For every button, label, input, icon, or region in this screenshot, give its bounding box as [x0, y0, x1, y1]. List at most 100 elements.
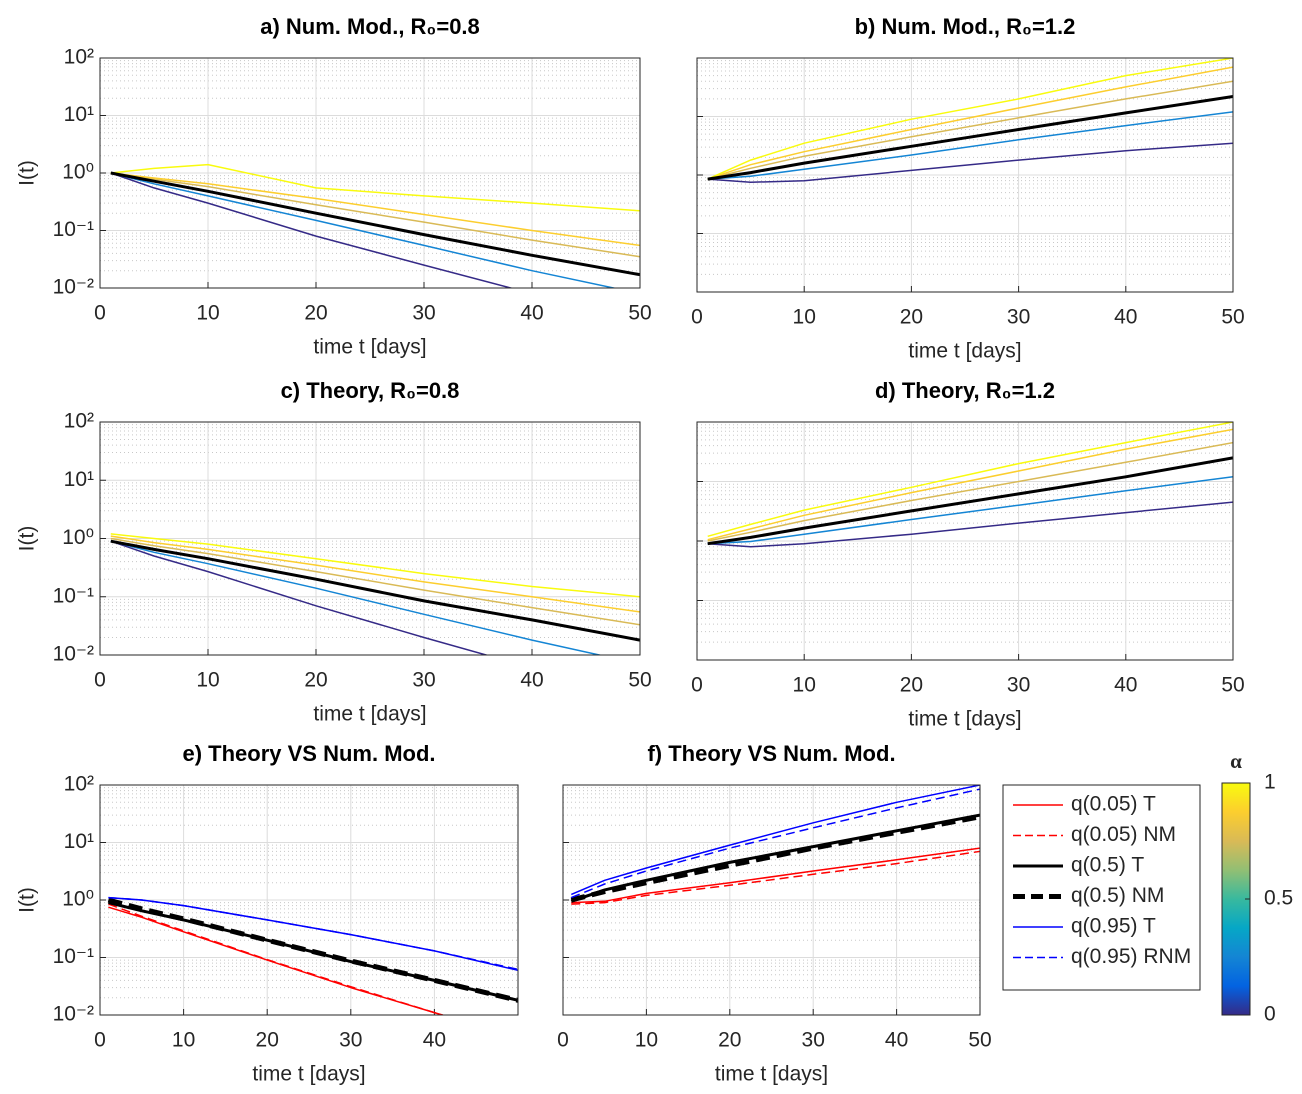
series-line [570, 814, 980, 903]
x-tick-label: 20 [304, 302, 327, 325]
y-tick-label: 10¹ [64, 468, 94, 491]
x-tick-label: 0 [691, 674, 703, 697]
colorbar-tick-label: 0 [1264, 1003, 1276, 1026]
plot-area [110, 163, 640, 288]
colorbar-tick-label: 1 [1264, 771, 1276, 794]
x-tick-label: 50 [1221, 674, 1244, 697]
series-line [110, 171, 640, 277]
y-tick-label: 10¹ [64, 103, 94, 126]
x-axis-label: time t [days] [715, 1063, 828, 1086]
series-line [110, 533, 640, 598]
y-axis-label: I(t) [16, 526, 39, 552]
y-tick-label: 10² [64, 46, 94, 69]
x-axis-label: time t [days] [313, 703, 426, 726]
y-axis-label: I(t) [16, 160, 39, 186]
x-tick-label: 50 [628, 302, 651, 325]
series-line [110, 172, 640, 247]
series-line [707, 111, 1233, 180]
series-line [707, 441, 1233, 542]
plot-area [110, 533, 640, 655]
series-line [108, 903, 445, 1015]
chart-title: a) Num. Mod., R₀=0.8 [260, 14, 480, 39]
y-tick-label: 10⁰ [62, 888, 94, 911]
y-tick-label: 10² [64, 773, 94, 796]
series-line [707, 422, 1233, 538]
chart-title: c) Theory, R₀=0.8 [281, 378, 460, 403]
y-axis-label: I(t) [16, 887, 39, 913]
x-tick-label: 40 [520, 302, 543, 325]
axes-frame [696, 421, 1234, 661]
x-tick-label: 40 [520, 669, 543, 692]
x-tick-label: 40 [1114, 674, 1137, 697]
legend-box [1002, 784, 1201, 991]
y-tick-label: 10⁰ [62, 526, 94, 549]
chart-title: e) Theory VS Num. Mod. [182, 741, 435, 766]
x-tick-label: 50 [1221, 306, 1244, 329]
plot-area [707, 58, 1233, 184]
axes-frame [696, 57, 1234, 293]
axes-frame [99, 784, 519, 1016]
series-line [108, 896, 518, 971]
legend-label: q(0.95) RNM [1071, 945, 1191, 968]
chart-title: d) Theory, R₀=1.2 [875, 378, 1055, 403]
colorbar-tick-label: 0.5 [1264, 887, 1293, 910]
plot-area [107, 896, 518, 1015]
colorbar-label: α [1230, 749, 1242, 773]
y-tick-label: 10¹ [64, 830, 94, 853]
x-tick-label: 30 [1007, 674, 1030, 697]
x-tick-label: 40 [885, 1029, 908, 1052]
x-tick-label: 10 [196, 669, 219, 692]
x-tick-label: 40 [423, 1029, 446, 1052]
series-line [110, 535, 640, 613]
x-tick-label: 30 [339, 1029, 362, 1052]
x-tick-label: 0 [94, 302, 106, 325]
y-tick-label: 10⁻¹ [53, 218, 94, 241]
x-axis-label: time t [days] [313, 336, 426, 359]
chart-title: f) Theory VS Num. Mod. [647, 741, 895, 766]
series-line [107, 897, 518, 1003]
series-line [571, 847, 980, 904]
legend-label: q(0.05) NM [1071, 823, 1176, 846]
legend-label: q(0.5) NM [1071, 884, 1164, 907]
legend-label: q(0.95) T [1071, 915, 1156, 938]
series-line [571, 850, 980, 905]
x-tick-label: 10 [172, 1029, 195, 1052]
x-tick-label: 10 [793, 306, 816, 329]
x-tick-label: 0 [94, 669, 106, 692]
x-tick-label: 40 [1114, 306, 1137, 329]
y-tick-label: 10⁻² [53, 643, 94, 666]
series-line [110, 172, 640, 258]
series-line [108, 901, 518, 1002]
y-tick-label: 10⁻¹ [53, 584, 94, 607]
x-tick-label: 30 [802, 1029, 825, 1052]
chart-title: b) Num. Mod., R₀=1.2 [855, 14, 1076, 39]
x-tick-label: 20 [718, 1029, 741, 1052]
axes-frame [99, 57, 641, 289]
y-tick-label: 10⁻² [53, 276, 94, 299]
x-tick-label: 20 [304, 669, 327, 692]
x-tick-label: 30 [412, 669, 435, 692]
series-line [110, 540, 603, 655]
x-tick-label: 10 [635, 1029, 658, 1052]
x-axis-label: time t [days] [252, 1063, 365, 1086]
plot-area [570, 785, 980, 905]
y-tick-label: 10⁻² [53, 1003, 94, 1026]
series-line [110, 539, 640, 642]
x-tick-label: 10 [793, 674, 816, 697]
series-line [707, 476, 1233, 545]
series-line [571, 788, 980, 899]
legend-label: q(0.05) T [1071, 793, 1156, 816]
y-tick-label: 10⁻¹ [53, 945, 94, 968]
x-tick-label: 50 [968, 1029, 991, 1052]
x-tick-label: 30 [412, 302, 435, 325]
x-tick-label: 10 [196, 302, 219, 325]
x-tick-label: 50 [628, 669, 651, 692]
series-line [110, 172, 618, 288]
x-tick-label: 20 [900, 306, 923, 329]
x-tick-label: 0 [557, 1029, 569, 1052]
x-tick-label: 0 [94, 1029, 106, 1052]
series-line [110, 540, 489, 655]
series-line [707, 80, 1233, 180]
y-tick-label: 10⁰ [62, 161, 94, 184]
axes-frame [99, 421, 641, 656]
